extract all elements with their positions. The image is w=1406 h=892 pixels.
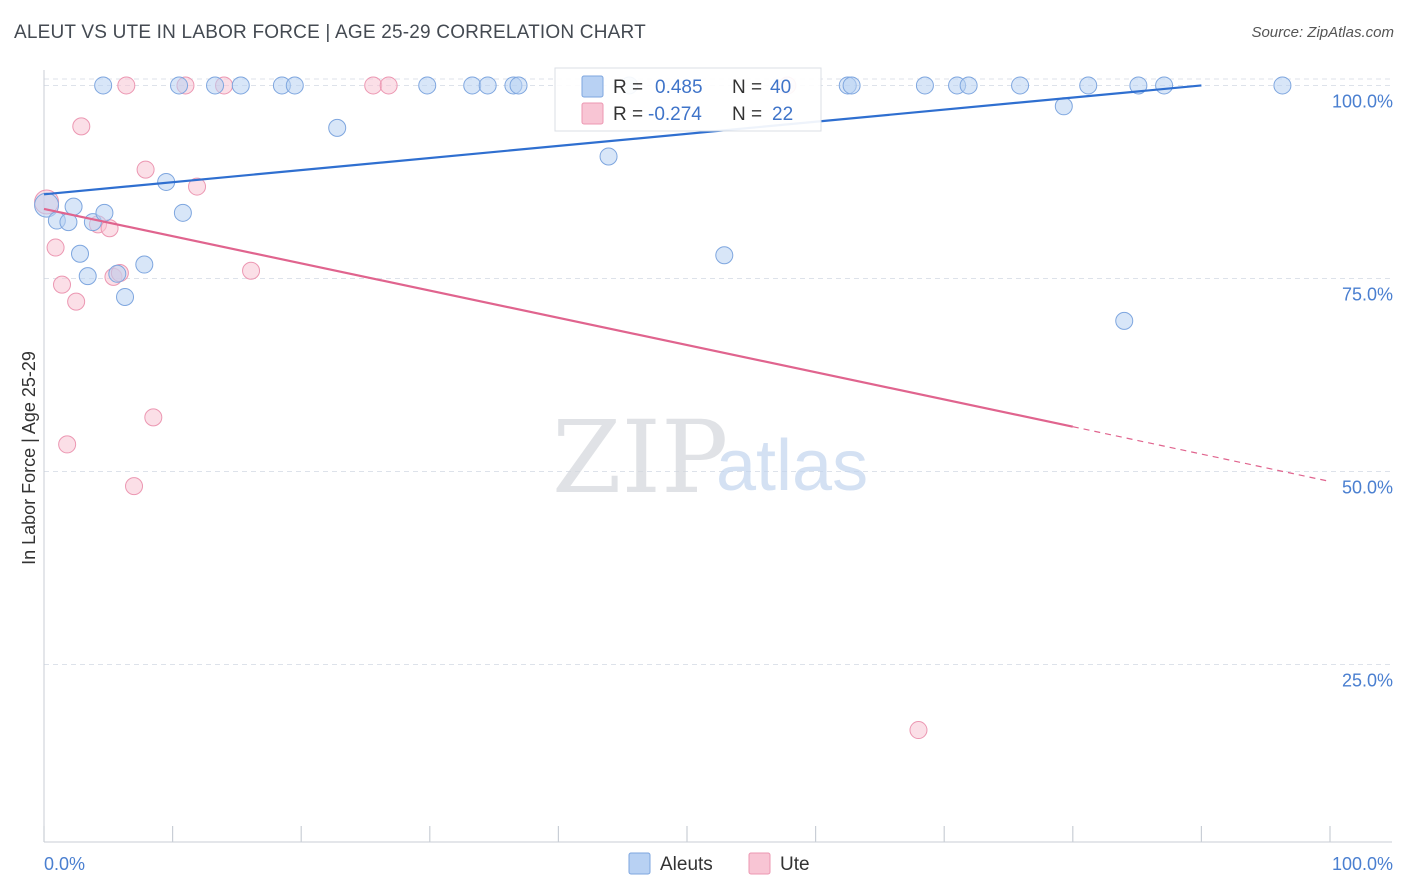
legend-r-label-ute: R =: [613, 104, 643, 125]
legend-bottom-swatch-ute[interactable]: [748, 852, 771, 875]
data-point-aleuts: [715, 246, 734, 265]
data-point-ute: [144, 408, 163, 427]
x-tick-label-min: 0.0%: [44, 854, 85, 874]
legend-n-label-ute: N =: [732, 104, 762, 125]
data-point-aleuts: [94, 76, 113, 95]
legend-swatch-ute: [581, 102, 604, 125]
legend-n-value-aleuts: 40: [770, 77, 791, 98]
legend-r-label-aleuts: R =: [613, 77, 643, 98]
data-point-aleuts: [842, 76, 861, 95]
data-point-aleuts: [1129, 76, 1148, 95]
data-point-aleuts: [509, 76, 528, 95]
x-tick-label-max: 100.0%: [1332, 854, 1393, 874]
data-point-aleuts: [173, 203, 192, 222]
data-point-aleuts: [285, 76, 304, 95]
data-point-aleuts: [206, 76, 225, 95]
data-point-aleuts: [328, 118, 347, 137]
tick-label-layer: 0.0% 100.0% 25.0% 50.0% 75.0% 100.0%: [44, 91, 1393, 874]
data-point-ute: [188, 177, 207, 196]
data-point-ute: [125, 477, 144, 496]
data-point-aleuts: [478, 76, 497, 95]
data-point-aleuts: [915, 76, 934, 95]
data-point-aleuts: [418, 76, 437, 95]
trend-line-aleuts: [43, 84, 1202, 196]
data-point-ute: [242, 261, 261, 280]
data-point-aleuts: [231, 76, 250, 95]
data-point-aleuts: [1155, 76, 1174, 95]
data-point-ute: [117, 76, 136, 95]
legend-bottom-label-ute[interactable]: Ute: [780, 854, 810, 875]
data-point-aleuts: [170, 76, 189, 95]
legend-r-value-ute: -0.274: [648, 104, 702, 125]
series-legend: Aleuts Ute: [628, 852, 810, 875]
legend-swatch-aleuts: [581, 75, 604, 98]
chart-title: ALEUT VS UTE IN LABOR FORCE | AGE 25-29 …: [14, 22, 646, 43]
data-point-ute: [379, 76, 398, 95]
data-point-ute: [364, 76, 383, 95]
legend-bottom-label-aleuts[interactable]: Aleuts: [660, 854, 713, 875]
y-tick-label: 25.0%: [1342, 670, 1393, 690]
data-point-aleuts: [1054, 97, 1073, 116]
legend-r-value-aleuts: 0.485: [655, 77, 703, 98]
data-point-ute: [67, 292, 86, 311]
trend-line-ute-extension: [1072, 426, 1331, 483]
data-point-aleuts: [1115, 311, 1134, 330]
data-point-aleuts: [135, 255, 154, 274]
data-point-aleuts: [1273, 76, 1292, 95]
watermark-zip: ZIP: [552, 399, 728, 516]
data-point-aleuts: [108, 264, 127, 283]
y-tick-label: 50.0%: [1342, 477, 1393, 497]
data-point-ute: [58, 435, 77, 454]
trend-line-ute: [43, 207, 1074, 428]
y-tick-label: 100.0%: [1332, 91, 1393, 111]
data-point-ute: [46, 238, 65, 257]
data-point-ute: [136, 160, 155, 179]
chart-source: Source: ZipAtlas.com: [1251, 24, 1394, 41]
data-point-aleuts: [1079, 76, 1098, 95]
data-point-aleuts: [116, 287, 135, 306]
correlation-legend: R = 0.485 N = 40 R = -0.274 N = 22: [554, 67, 822, 132]
legend-n-label-aleuts: N =: [732, 77, 762, 98]
grid-layer: [43, 78, 1392, 842]
data-point-aleuts: [95, 203, 114, 222]
data-point-aleuts: [1011, 76, 1030, 95]
legend-bottom-swatch-aleuts[interactable]: [628, 852, 651, 875]
data-point-ute: [53, 275, 72, 294]
legend-n-value-ute: 22: [772, 104, 793, 125]
data-point-ute: [72, 117, 91, 136]
data-point-aleuts: [71, 244, 90, 263]
data-point-aleuts: [78, 267, 97, 286]
data-point-aleuts: [959, 76, 978, 95]
y-tick-label: 75.0%: [1342, 284, 1393, 304]
watermark: ZIP atlas: [552, 399, 868, 516]
watermark-atlas: atlas: [716, 426, 868, 506]
y-axis-title: In Labor Force | Age 25-29: [19, 351, 39, 565]
data-point-aleuts: [599, 147, 618, 166]
data-point-aleuts: [463, 76, 482, 95]
data-point-ute: [909, 721, 928, 740]
trend-layer: [43, 84, 1331, 483]
data-point-aleuts: [64, 197, 83, 216]
